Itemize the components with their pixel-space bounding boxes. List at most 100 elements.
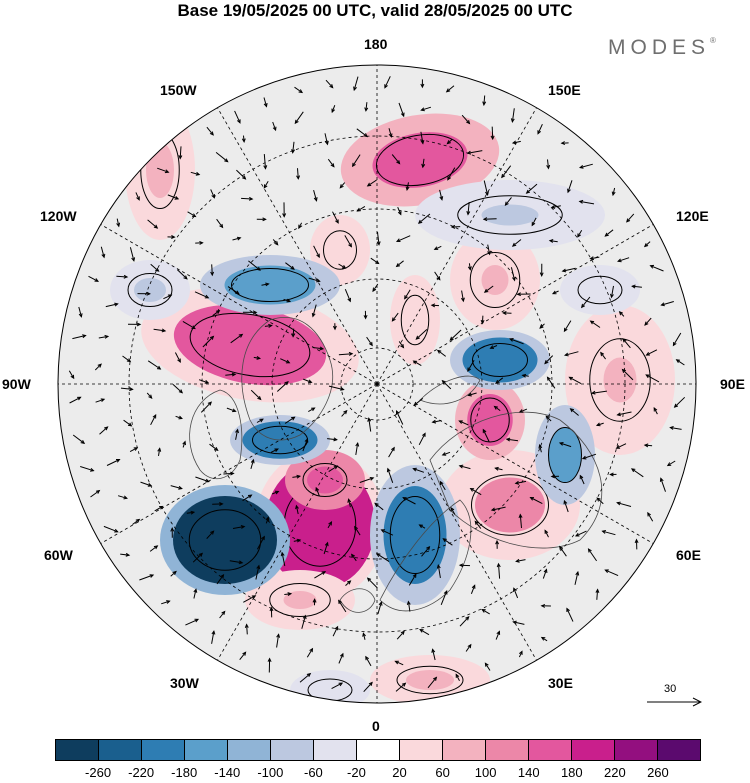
wind-arrow: [550, 474, 560, 479]
wind-arrow: [436, 563, 441, 578]
wind-arrow: [291, 328, 296, 338]
colorbar-tick-label: 100: [474, 765, 497, 780]
colorbar-tick-label: -60: [303, 765, 323, 780]
wind-arrow: [356, 128, 369, 138]
wind-arrow: [495, 539, 500, 549]
lon-label-120W: 120W: [40, 208, 77, 224]
wind-arrow: [509, 338, 524, 345]
wind-arrow: [327, 158, 335, 168]
wind-arrow: [244, 623, 249, 635]
wind-arrow: [163, 294, 173, 300]
anomaly-contour: [134, 278, 166, 302]
wind-arrow: [356, 205, 366, 212]
wind-arrow: [323, 541, 329, 555]
wind-arrow: [216, 573, 225, 585]
colorbar-swatch: [271, 740, 314, 760]
height-contour: [470, 397, 510, 443]
wind-arrow: [315, 486, 320, 497]
wind-arrow: [466, 150, 483, 155]
wind-arrow: [420, 106, 432, 112]
wind-arrow: [611, 187, 616, 197]
wind-arrow: [609, 472, 617, 477]
wind-arrow: [367, 417, 372, 432]
wind-arrow: [232, 525, 246, 529]
anomaly-blob: [340, 113, 500, 207]
wind-arrow: [363, 681, 373, 693]
wind-arrow: [139, 574, 155, 581]
wind-arrow: [388, 446, 395, 458]
anomaly-blob: [160, 485, 290, 595]
wind-arrow: [363, 310, 368, 320]
wind-arrow: [561, 267, 576, 273]
wind-arrow: [481, 609, 490, 615]
wind-arrow: [675, 359, 685, 366]
meridian-line: [376, 383, 537, 661]
wind-arrow: [397, 207, 402, 216]
colorbar-tick-label: -100: [257, 765, 284, 780]
wind-arrow: [398, 341, 405, 349]
wind-arrow: [490, 506, 506, 512]
anomaly-blob: [565, 305, 675, 455]
anomaly-contour: [390, 275, 440, 365]
wind-arrow: [450, 224, 461, 229]
anomaly-contour: [173, 304, 327, 386]
wind-arrow: [154, 505, 164, 512]
wind-arrow: [516, 292, 531, 297]
wind-arrow: [90, 489, 101, 498]
wind-arrow: [417, 213, 431, 224]
wind-arrow: [234, 110, 241, 124]
wind-arrow: [589, 320, 601, 328]
wind-arrow: [546, 159, 551, 170]
wind-arrow: [673, 396, 686, 408]
wind-arrow: [482, 95, 487, 107]
wind-arrow: [338, 263, 347, 269]
wind-arrow: [215, 152, 229, 163]
wind-arrow: [395, 260, 404, 268]
colorbar-swatch: [615, 740, 658, 760]
wind-arrow: [120, 552, 131, 557]
wind-arrow: [418, 432, 426, 446]
wind-arrow: [153, 328, 167, 333]
wind-arrow: [187, 211, 197, 218]
wind-arrow: [544, 355, 554, 365]
wind-arrow: [482, 428, 490, 442]
wind-arrow: [587, 548, 598, 562]
colorbar-tick-label: 60: [435, 765, 450, 780]
wind-arrow: [493, 405, 501, 412]
wind-arrow: [510, 108, 515, 123]
wind-arrow: [370, 257, 380, 265]
wind-arrow: [427, 676, 438, 689]
wind-arrow: [540, 636, 548, 642]
wind-arrow: [276, 381, 289, 392]
colorbar-swatch: [486, 740, 529, 760]
wind-arrow: [146, 392, 153, 399]
wind-arrow: [616, 501, 632, 507]
wind-arrow: [483, 180, 489, 197]
anomaly-blob: [200, 255, 340, 315]
wind-arrow: [398, 102, 405, 118]
wind-arrow: [579, 474, 585, 485]
wind-arrow: [630, 468, 644, 478]
wind-arrow: [303, 378, 313, 384]
wind-arrow: [622, 338, 631, 349]
wind-arrow: [470, 584, 476, 594]
wind-arrow: [338, 599, 347, 613]
wind-arrow: [313, 245, 320, 259]
colorbar-swatch: [529, 740, 572, 760]
anomaly-contour: [603, 357, 637, 403]
wind-arrow: [538, 443, 543, 453]
anomaly-contour: [173, 496, 277, 584]
coastline: [241, 317, 334, 441]
wind-arrow: [149, 545, 159, 552]
wind-arrow: [396, 410, 404, 425]
wind-arrow: [147, 360, 162, 370]
colorbar-tick-label: -180: [171, 765, 198, 780]
wind-arrow: [80, 466, 95, 472]
wind-arrow: [466, 201, 471, 216]
wind-arrow: [600, 351, 607, 360]
height-contour: [127, 273, 173, 307]
height-contour: [548, 427, 582, 483]
lon-label-180: 180: [364, 36, 388, 52]
wind-arrow: [618, 310, 625, 317]
wind-arrow: [325, 79, 334, 89]
